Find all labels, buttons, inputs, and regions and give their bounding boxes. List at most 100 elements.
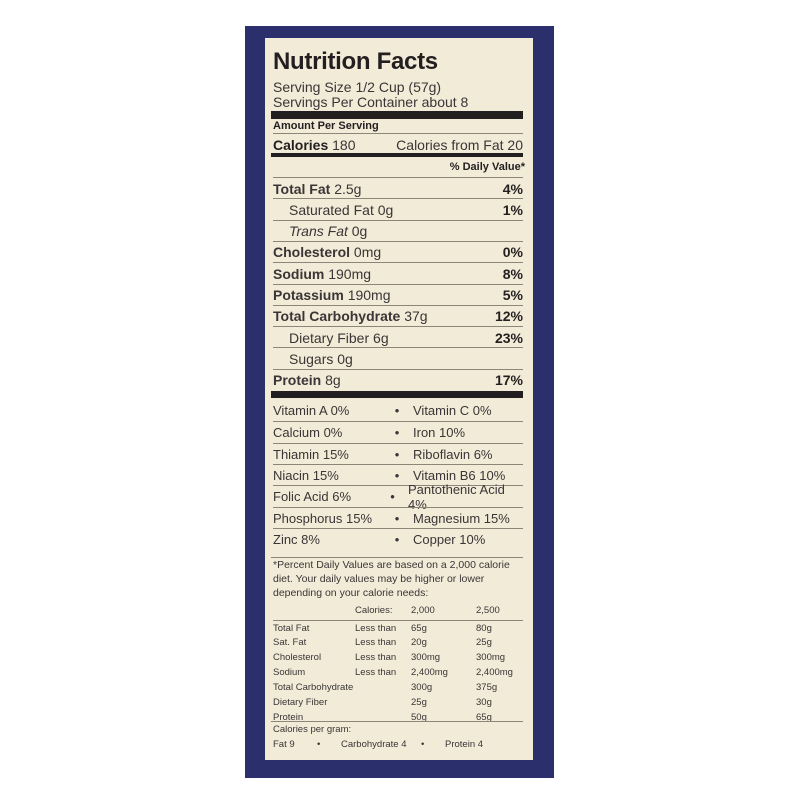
dv-table-row: Dietary Fiber 25g 30g: [273, 695, 523, 710]
cell: 300mg: [411, 652, 441, 663]
cell: Total Fat: [273, 623, 310, 634]
vitamin-right: Vitamin C 0%: [413, 403, 492, 418]
calories-per-gram: Calories per gram:: [273, 724, 352, 735]
bullet: •: [394, 510, 400, 526]
nutrient-dv: 4%: [502, 180, 523, 197]
nutrient-row: Sugars 0g: [273, 347, 523, 369]
bullet: •: [394, 403, 400, 418]
nutrient-name: Total Carbohydrate: [273, 308, 401, 325]
nutrient-row: Cholesterol 0mg 0%: [273, 240, 523, 263]
nutrient-amount: 0g: [337, 350, 353, 367]
cell: 25g: [411, 697, 427, 708]
calories-value: 180: [332, 136, 356, 153]
dv-table-row: Total Carbohydrate 300g 375g: [273, 680, 523, 695]
footnote: *Percent Daily Values are based on a 2,0…: [273, 559, 510, 599]
vitamin-right: Vitamin B6 10%: [413, 467, 506, 483]
cell: Sat. Fat: [273, 637, 307, 648]
divider: [271, 557, 523, 558]
nutrient-name: Potassium: [273, 287, 344, 303]
cell: 2,400mg: [476, 667, 513, 678]
cpg-carbohydrate: Carbohydrate 4: [341, 739, 407, 750]
vitamin-row: Phosphorus 15% • Magnesium 15%: [273, 506, 523, 529]
vitamin-row: Folic Acid 6% • Pantothenic Acid 4%: [273, 482, 523, 512]
serving-size: Serving Size 1/2 Cup (57g): [273, 79, 442, 95]
cell: 2,500: [476, 605, 500, 616]
nutrient-row: Total Fat 2.5g 4%: [273, 177, 523, 199]
cpg-fat: Fat 9: [273, 739, 295, 750]
calories-row: Calories 180 Calories from Fat 20: [273, 133, 523, 155]
cell: Less than: [355, 623, 397, 634]
vitamin-right: Pantothenic Acid 4%: [408, 481, 505, 512]
vitamin-right: Riboflavin 6%: [413, 446, 493, 462]
cell: 375g: [476, 682, 498, 693]
cell: 65g: [476, 712, 492, 723]
nutrient-dv: 12%: [494, 308, 523, 325]
cell: Cholesterol: [273, 652, 322, 663]
cell: 20g: [411, 637, 427, 648]
bullet: •: [421, 739, 425, 750]
cell: Less than: [355, 667, 397, 678]
vitamin-right: Copper 10%: [413, 531, 486, 547]
cell: Dietary Fiber: [273, 697, 328, 708]
vitamin-row: Zinc 8% • Copper 10%: [273, 527, 523, 550]
thick-divider: [271, 391, 523, 398]
nutrient-name: Sodium: [273, 265, 325, 282]
cell: 65g: [411, 623, 427, 634]
cell: 30g: [476, 697, 492, 708]
cell: Calories:: [355, 605, 393, 616]
cell: Less than: [355, 637, 397, 648]
cell: 2,000: [411, 605, 435, 616]
nutrient-name: Saturated Fat: [289, 201, 374, 218]
vitamin-left: Phosphorus 15%: [273, 510, 373, 526]
nutrient-name: Cholesterol: [273, 244, 351, 261]
nutrient-row: Total Carbohydrate 37g 12%: [273, 304, 523, 327]
dv-table-row: Cholesterol Less than 300mg 300mg: [273, 650, 523, 665]
nutrient-dv: 1%: [502, 201, 523, 218]
cell: 300g: [411, 682, 433, 693]
cell: Sodium: [273, 667, 306, 678]
cell: 300mg: [476, 652, 506, 663]
vitamin-left: Calcium 0%: [273, 425, 343, 441]
vitamin-left: Vitamin A 0%: [273, 403, 350, 418]
nutrient-amount: 8g: [325, 372, 341, 389]
cell: 80g: [476, 623, 492, 634]
title: Nutrition Facts: [273, 48, 438, 75]
vitamin-right: Iron 10%: [413, 425, 466, 441]
vitamin-left: Zinc 8%: [273, 531, 320, 547]
vitamin-right: Magnesium 15%: [413, 510, 510, 526]
nutrient-dv: 8%: [502, 265, 523, 282]
bullet: •: [394, 467, 400, 483]
cell: 25g: [476, 637, 492, 648]
bullet: •: [394, 425, 400, 441]
vitamin-row: Thiamin 15% • Riboflavin 6%: [273, 442, 523, 465]
ingredients-text-cut-off: [262, 772, 532, 780]
nutrient-name: Dietary Fiber: [289, 329, 370, 346]
bullet: •: [394, 446, 400, 462]
vitamin-left: Thiamin 15%: [273, 446, 349, 462]
dv-table-row: Sodium Less than 2,400mg 2,400mg: [273, 665, 523, 680]
vitamin-row: Calcium 0% • Iron 10%: [273, 421, 523, 443]
medium-divider: [271, 153, 523, 157]
nutrient-row: Sodium 190mg 8%: [273, 262, 523, 284]
nutrient-amount: 6g: [373, 329, 389, 346]
amount-per-serving: Amount Per Serving: [273, 120, 379, 132]
vitamin-left: Folic Acid 6%: [273, 489, 352, 505]
nutrient-name: Protein: [273, 372, 322, 389]
calories-label: Calories: [273, 136, 329, 153]
nutrient-name: Sugars: [289, 350, 334, 367]
nutrient-row: Trans Fat 0g: [273, 219, 523, 242]
nutrient-row: Protein 8g 17%: [273, 368, 523, 391]
nutrient-amount: 190mg: [328, 265, 372, 282]
nutrient-amount: 37g: [404, 308, 428, 325]
nutrient-amount: 0g: [351, 223, 368, 240]
nutrient-name: Total Fat: [273, 180, 331, 197]
dv-table-row: Protein 50g 65g: [273, 710, 523, 725]
vitamin-row: Niacin 15% • Vitamin B6 10%: [273, 463, 523, 486]
cell: 50g: [411, 712, 427, 723]
cell: Total Carbohydrate: [273, 682, 354, 693]
daily-value-header: % Daily Value*: [449, 161, 525, 173]
dv-table-row: Sat. Fat Less than 20g 25g: [273, 635, 523, 650]
dv-table-row: Total Fat Less than 65g 80g: [273, 620, 523, 636]
servings-per-container: Servings Per Container about 8: [273, 94, 469, 110]
nutrient-row: Potassium 190mg 5%: [273, 283, 523, 306]
